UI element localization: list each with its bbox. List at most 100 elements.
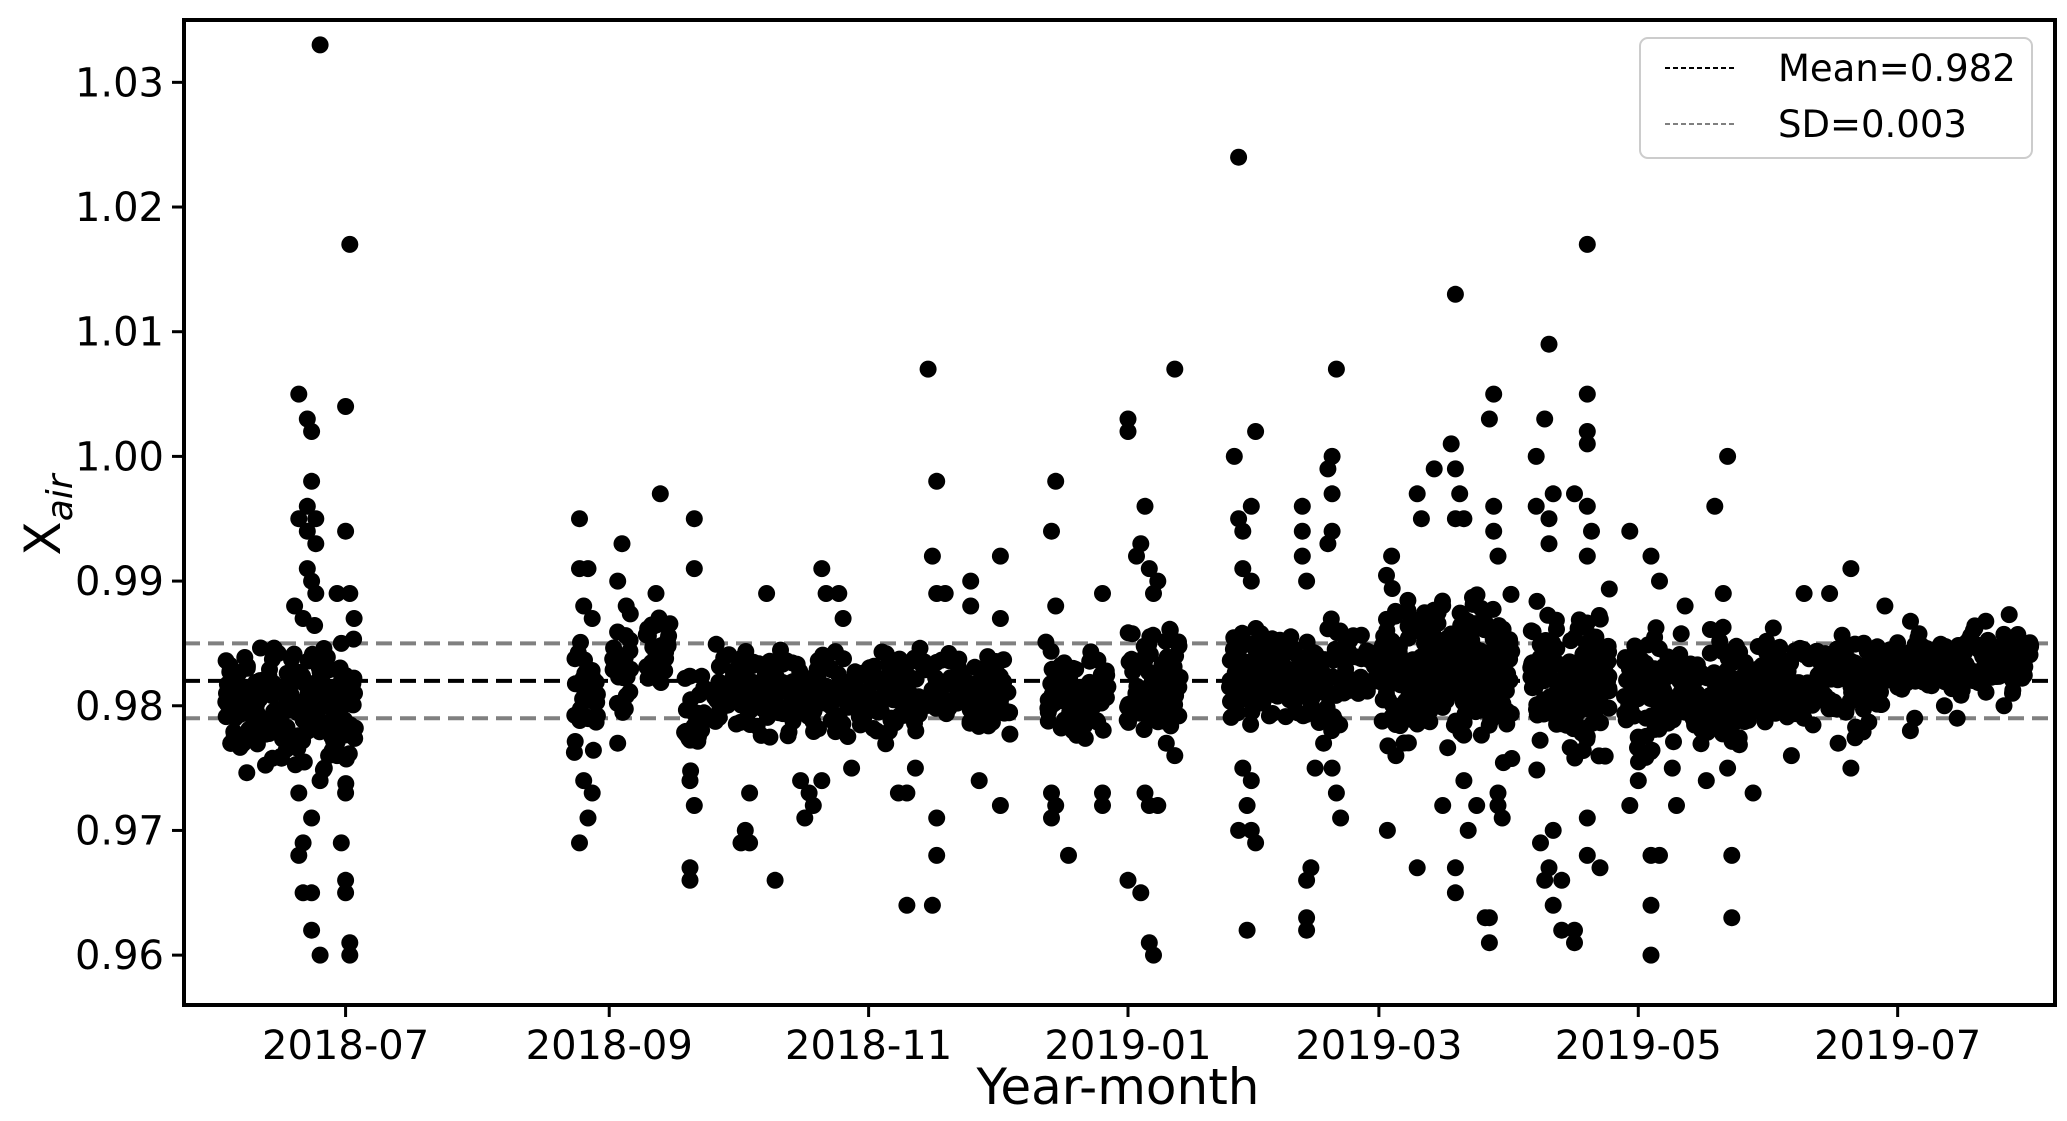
data-point (1327, 360, 1345, 378)
data-point (1578, 435, 1596, 453)
data-point (1503, 750, 1521, 767)
data-point (1446, 859, 1464, 877)
data-point (320, 747, 338, 765)
x-tick-label: 2019-03 (1295, 1023, 1462, 1069)
data-point (2021, 646, 2039, 664)
data-point (1592, 714, 1609, 732)
data-point (693, 667, 711, 685)
data-point (1446, 285, 1464, 303)
data-point (1714, 585, 1732, 602)
data-point (1263, 705, 1281, 722)
data-point (575, 772, 593, 790)
x-axis: 2018-07 2018-09 2018-11 2019-01 2019-03 2019-… (262, 1005, 1981, 1069)
legend-box (1639, 37, 2033, 159)
data-point (337, 398, 355, 415)
data-point (1668, 797, 1685, 814)
data-point (1306, 759, 1324, 777)
data-point (685, 797, 703, 814)
data-point (341, 235, 359, 253)
data-point (609, 572, 627, 590)
data-point (238, 764, 256, 782)
data-point (1298, 572, 1316, 590)
data-point (1714, 618, 1732, 636)
data-point (1412, 510, 1430, 528)
data-point (1591, 610, 1609, 628)
data-point (1502, 585, 1520, 603)
data-point (226, 709, 244, 727)
data-point (1451, 485, 1469, 503)
data-point (1166, 747, 1184, 765)
data-point (1076, 729, 1094, 747)
data-point (1501, 672, 1519, 689)
data-point (1399, 629, 1417, 647)
data-point (1876, 597, 1894, 615)
x-tick-label: 2019-05 (1555, 1023, 1722, 1069)
data-point (332, 834, 350, 852)
legend-label-sd: SD=0.003 (1778, 103, 1967, 146)
data-point (1094, 585, 1111, 602)
data-point (1719, 759, 1737, 777)
data-point (1128, 547, 1145, 565)
data-point (1455, 772, 1473, 790)
data-point (1298, 921, 1316, 939)
data-point (962, 572, 980, 590)
data-point (575, 597, 593, 615)
data-point (1485, 385, 1503, 403)
data-point (1293, 497, 1311, 515)
data-point (1455, 510, 1473, 528)
data-point (337, 884, 355, 902)
data-point (1651, 572, 1668, 590)
data-point (1860, 713, 1878, 731)
data-point (1242, 497, 1260, 515)
data-point (1977, 683, 1995, 701)
legend-label-mean: Mean=0.982 (1778, 47, 2016, 90)
data-point (720, 646, 738, 664)
data-point (222, 734, 240, 752)
data-point (303, 423, 321, 440)
data-point (1242, 772, 1260, 790)
data-point (337, 784, 355, 802)
data-point (936, 585, 954, 602)
data-point (1906, 709, 1924, 727)
data-point (1672, 625, 1690, 643)
data-point (1323, 759, 1341, 777)
data-point (1234, 759, 1252, 777)
data-point (1566, 921, 1583, 939)
data-point (303, 472, 321, 490)
data-point (1723, 846, 1741, 864)
data-point (1446, 460, 1464, 478)
data-point (269, 644, 287, 662)
data-point (1540, 535, 1558, 553)
data-point (1730, 729, 1748, 747)
data-point (970, 772, 988, 790)
data-point (1094, 797, 1111, 814)
data-point (761, 728, 779, 746)
data-point (303, 809, 321, 827)
data-point (1578, 423, 1596, 440)
data-point (1578, 385, 1596, 403)
data-point (1651, 846, 1668, 864)
data-point (1434, 592, 1451, 610)
data-point (307, 510, 325, 528)
data-point (609, 734, 627, 752)
data-point (1149, 797, 1167, 814)
data-point (1434, 797, 1452, 814)
data-point (303, 884, 321, 902)
data-point (1378, 821, 1396, 839)
data-point (1302, 859, 1320, 877)
data-point (1804, 716, 1822, 734)
data-point (1315, 734, 1333, 752)
data-point (588, 707, 606, 725)
data-point (1399, 734, 1417, 752)
data-point (1621, 522, 1639, 540)
data-point (1528, 761, 1546, 779)
data-point (1480, 410, 1498, 428)
data-point (1642, 547, 1660, 565)
data-point (1230, 148, 1248, 166)
data-point (1532, 834, 1549, 852)
data-point (1319, 535, 1337, 553)
x-tick-label: 2018-07 (262, 1023, 429, 1069)
data-point (1408, 485, 1426, 503)
data-point (1569, 680, 1587, 698)
data-point (345, 610, 363, 627)
